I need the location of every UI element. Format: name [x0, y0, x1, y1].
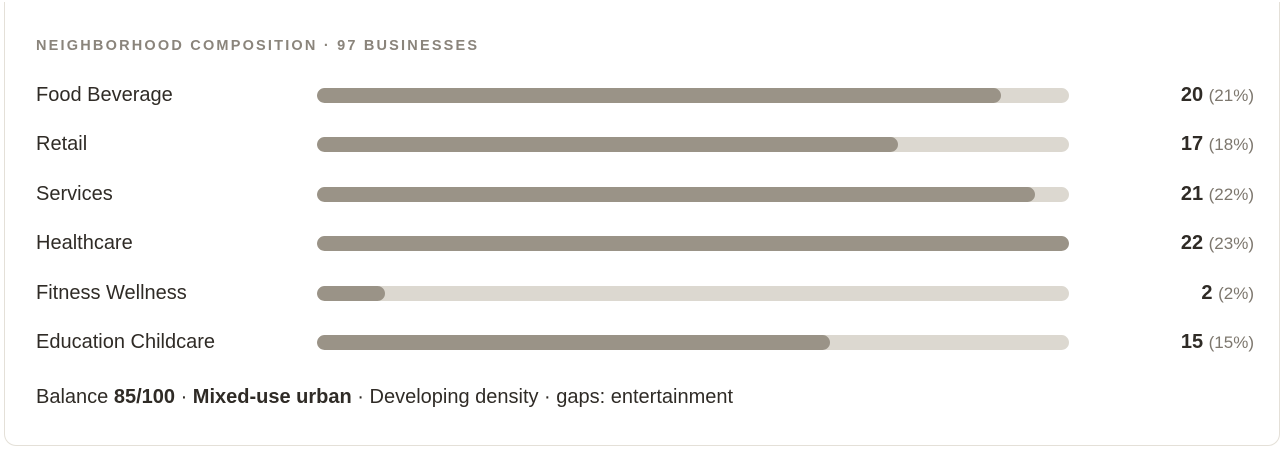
summary-line: Balance 85/100 · Mixed-use urban · Devel…: [36, 384, 733, 410]
balance-score: 85/100: [113, 386, 176, 408]
bar-fill: [317, 88, 1001, 103]
bar-fill: [317, 285, 386, 301]
bar-track: [317, 335, 1069, 350]
summary-detail: Developing density · gaps: entertainment: [369, 386, 734, 408]
bar-row: Retail 17 (18%): [5, 131, 1281, 157]
separator: ·: [175, 386, 193, 408]
bar-track: [317, 236, 1069, 252]
bar-row: Food Beverage 20 (21%): [5, 82, 1281, 108]
bar-fill: [317, 186, 1035, 202]
percent-label: (18%): [1208, 135, 1254, 155]
percent-label: (15%): [1208, 333, 1254, 352]
bar-value: 22 (23%): [1181, 230, 1254, 257]
percent-label: (21%): [1208, 86, 1254, 105]
bar-fill: [317, 236, 1069, 252]
bar-track: [317, 186, 1069, 202]
count-label: 2: [1201, 281, 1213, 304]
bar-row: Fitness Wellness 2 (2%): [5, 280, 1281, 306]
bar-value: 2 (2%): [1201, 280, 1254, 307]
bar-value: 21 (22%): [1181, 181, 1254, 208]
category-label: Food Beverage: [36, 84, 173, 106]
category-label: Healthcare: [36, 232, 133, 255]
percent-label: (2%): [1218, 283, 1254, 303]
count-label: 17: [1180, 133, 1204, 156]
card-title: NEIGHBORHOOD COMPOSITION · 97 BUSINESSES: [36, 38, 480, 54]
bar-value: 15 (15%): [1181, 329, 1254, 356]
bar-row: Education Childcare 15 (15%): [5, 329, 1281, 355]
bar-row: Services 21 (22%): [5, 181, 1281, 207]
percent-label: (22%): [1208, 184, 1254, 204]
composition-card: NEIGHBORHOOD COMPOSITION · 97 BUSINESSES…: [4, 2, 1280, 446]
bar-value: 20 (21%): [1181, 82, 1254, 109]
count-label: 20: [1180, 84, 1204, 106]
separator: ·: [351, 386, 370, 408]
balance-label: Balance: [36, 386, 109, 408]
bar-track: [317, 88, 1069, 103]
count-label: 21: [1180, 182, 1204, 205]
count-label: 15: [1180, 331, 1204, 353]
category-label: Services: [36, 182, 113, 205]
category-label: Fitness Wellness: [36, 281, 187, 304]
percent-label: (23%): [1208, 234, 1254, 254]
bar-value: 17 (18%): [1181, 131, 1254, 158]
bar-fill: [317, 335, 830, 350]
profile-label: Mixed-use urban: [192, 386, 352, 408]
bar-row: Healthcare 22 (23%): [5, 230, 1281, 256]
count-label: 22: [1180, 232, 1204, 255]
bar-track: [317, 137, 1069, 153]
category-label: Retail: [36, 133, 88, 156]
category-label: Education Childcare: [36, 331, 215, 353]
bar-fill: [317, 137, 899, 153]
bar-track: [317, 285, 1069, 301]
